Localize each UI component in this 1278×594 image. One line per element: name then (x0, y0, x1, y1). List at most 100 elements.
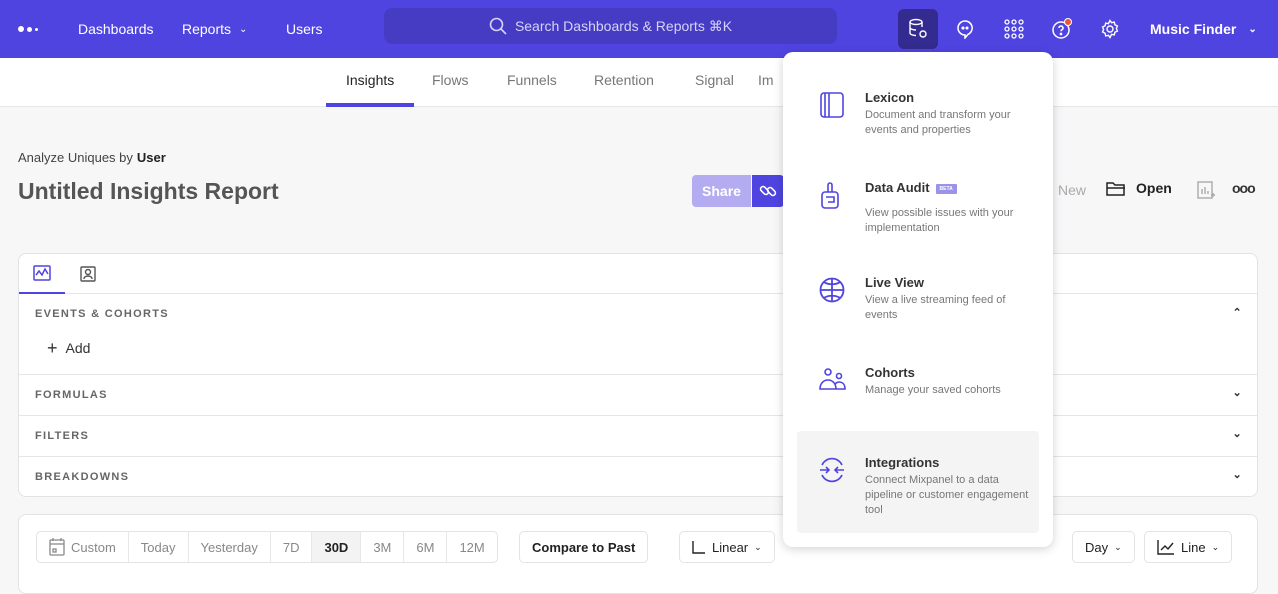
add-to-dashboard-button[interactable] (1197, 181, 1215, 202)
settings-button[interactable] (1090, 9, 1130, 49)
range-custom[interactable]: Custom (37, 532, 129, 562)
integrations-icon (820, 457, 844, 483)
help-icon (1052, 18, 1072, 39)
section-title: EVENTS & COHORTS (35, 308, 169, 320)
menu-item-desc: View possible issues with your implement… (865, 207, 1014, 234)
user-card-icon (80, 266, 96, 282)
tab-profiles[interactable] (65, 254, 111, 294)
compare-button[interactable]: Compare to Past (519, 531, 649, 563)
chevron-down-icon: ⌄ (1114, 541, 1122, 552)
audit-icon (821, 182, 839, 209)
menu-item-lexicon[interactable]: Lexicon Document and transform your even… (797, 82, 1039, 152)
project-name: Music Finder (1150, 21, 1237, 37)
analyze-label: Analyze Uniques by (18, 150, 133, 165)
menu-item-desc: Document and transform your events and p… (865, 109, 1011, 136)
folder-icon (1106, 182, 1125, 196)
analyze-by[interactable]: Analyze Uniques by User (18, 150, 166, 165)
search-input[interactable]: Search Dashboards & Reports ⌘K (384, 8, 837, 44)
range-label: Custom (71, 539, 116, 555)
chevron-up-icon[interactable]: ⌃ (1232, 307, 1243, 319)
tab-impact[interactable]: Im (758, 72, 774, 88)
section-title: BREAKDOWNS (35, 471, 130, 483)
grid-icon (1004, 19, 1024, 39)
range-3m[interactable]: 3M (361, 532, 405, 562)
line-chart-icon (33, 265, 51, 281)
chevron-down-icon: ⌄ (239, 23, 248, 35)
menu-item-desc: View a live streaming feed of events (865, 294, 1006, 321)
add-label: Add (65, 340, 91, 356)
menu-item-title: Lexicon (865, 90, 915, 105)
open-label: Open (1136, 180, 1172, 196)
top-nav: Dashboards Reports ⌄ Users Search Dashboa… (0, 0, 1278, 58)
copy-link-button[interactable] (752, 175, 784, 207)
project-switcher[interactable]: Music Finder ⌄ (1150, 0, 1257, 58)
menu-item-title: Cohorts (865, 365, 915, 380)
section-formulas[interactable]: FORMULAS ⌄ (19, 374, 1257, 415)
calendar-icon (49, 538, 65, 556)
section-title: FORMULAS (35, 389, 108, 401)
menu-item-cohorts[interactable]: Cohorts Manage your saved cohorts (797, 357, 1039, 417)
add-event-button[interactable]: + Add (47, 338, 91, 358)
nav-reports[interactable]: Reports ⌄ (182, 0, 247, 58)
date-range-selector: Custom Today Yesterday 7D 30D 3M 6M 12M (36, 531, 498, 563)
link-icon (759, 185, 777, 197)
chart-type-select[interactable]: Line ⌄ (1144, 531, 1233, 563)
range-today[interactable]: Today (129, 532, 189, 562)
beta-badge: BETA (935, 183, 957, 194)
new-button[interactable]: New (1058, 182, 1087, 198)
chart-controls: Custom Today Yesterday 7D 30D 3M 6M 12M … (18, 514, 1258, 594)
nav-reports-label: Reports (182, 21, 232, 37)
nav-dashboards[interactable]: Dashboards (78, 21, 154, 37)
chevron-down-icon[interactable]: ⌄ (1232, 428, 1243, 440)
database-gear-icon (909, 18, 927, 38)
query-builder: EVENTS & COHORTS ⌃ + Add FORMULAS ⌄ FILTERS… (18, 253, 1258, 497)
menu-item-desc: Connect Mixpanel to a data pipeline or c… (865, 474, 1029, 516)
range-12m[interactable]: 12M (459, 539, 485, 555)
interval-select[interactable]: Day ⌄ (1072, 531, 1135, 563)
data-management-button[interactable] (898, 9, 938, 49)
menu-item-integrations[interactable]: Integrations Connect Mixpanel to a data … (797, 431, 1039, 533)
section-events-cohorts[interactable]: EVENTS & COHORTS ⌃ + Add (19, 294, 1257, 374)
book-icon (820, 92, 844, 118)
tab-funnels[interactable]: Funnels (507, 72, 557, 88)
chevron-down-icon[interactable]: ⌄ (1232, 469, 1243, 481)
menu-item-desc: Manage your saved cohorts (865, 384, 1001, 396)
data-management-menu: Lexicon Document and transform your even… (783, 52, 1053, 547)
tab-events[interactable] (19, 254, 65, 294)
tab-signal[interactable]: Signal (695, 72, 734, 88)
chat-button[interactable] (945, 9, 985, 49)
chevron-down-icon[interactable]: ⌄ (1232, 387, 1243, 399)
menu-item-title: Data Audit (865, 180, 930, 195)
globe-icon (819, 277, 845, 303)
section-filters[interactable]: FILTERS ⌄ (19, 415, 1257, 456)
chevron-down-icon: ⌄ (1211, 541, 1220, 552)
axis-icon (692, 541, 705, 554)
logo[interactable] (18, 0, 38, 58)
plus-icon: + (47, 338, 58, 358)
apps-button[interactable] (994, 9, 1034, 49)
help-button[interactable] (1042, 9, 1082, 49)
section-breakdowns[interactable]: BREAKDOWNS ⌄ (19, 456, 1257, 497)
menu-item-data-audit[interactable]: Data Audit BETA View possible issues with… (797, 172, 1039, 242)
nav-users[interactable]: Users (286, 21, 323, 37)
scale-select[interactable]: Linear ⌄ (679, 531, 775, 563)
tab-insights[interactable]: Insights (326, 58, 415, 107)
range-6m[interactable]: 6M (404, 532, 448, 562)
share-button[interactable]: Share (692, 175, 751, 207)
open-button[interactable]: Open (1106, 180, 1172, 198)
analyze-value: User (136, 150, 166, 165)
range-yesterday[interactable]: Yesterday (189, 532, 271, 562)
chart-type-value: Line (1181, 539, 1206, 555)
section-title: FILTERS (35, 430, 90, 442)
more-options-icon[interactable]: ooo (1232, 180, 1256, 196)
users-icon (819, 368, 846, 390)
range-7d[interactable]: 7D (271, 532, 313, 562)
tab-retention[interactable]: Retention (594, 72, 654, 88)
tab-flows[interactable]: Flows (432, 72, 469, 88)
menu-item-live-view[interactable]: Live View View a live streaming feed of … (797, 267, 1039, 337)
page-title[interactable]: Untitled Insights Report (18, 178, 279, 204)
menu-item-title: Integrations (865, 455, 940, 470)
gear-icon (1101, 19, 1119, 39)
chevron-down-icon: ⌄ (754, 541, 762, 552)
range-30d[interactable]: 30D (312, 532, 362, 562)
